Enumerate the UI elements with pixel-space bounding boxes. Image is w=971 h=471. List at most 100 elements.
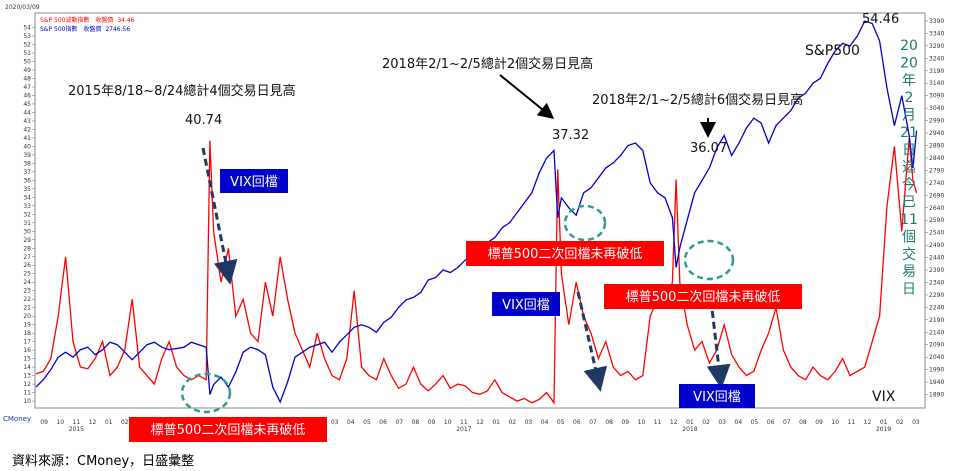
x-tick-label: 09 (815, 419, 823, 426)
left-tick-label: 24 (23, 279, 31, 286)
right-tick-label: 2190 (929, 317, 944, 324)
x-tick-label: 12 (670, 419, 678, 426)
box-vix-pullback-1: VIX回檔 (220, 169, 288, 193)
note-2018a: 2018年2/1~2/5總計2個交易日見高 (382, 56, 593, 72)
right-tick-label: 2340 (929, 279, 944, 286)
left-tick-label: 43 (23, 118, 31, 125)
x-year-label: 2018 (682, 426, 697, 433)
x-tick-label: 03 (525, 419, 533, 426)
right-tick-label: 3140 (929, 80, 944, 87)
left-tick-label: 50 (23, 59, 31, 66)
cmoney-watermark: CMoney (3, 415, 31, 423)
x-tick-label: 05 (363, 419, 371, 426)
x-tick-label: 12 (864, 419, 872, 426)
legend-vix: S&P 500波動指數 收盤價 34.46 (40, 16, 135, 24)
left-tick-label: 33 (23, 203, 31, 210)
x-tick-label: 02 (121, 419, 129, 426)
right-tick-label: 2390 (929, 267, 944, 274)
value-2018b: 36.07 (690, 141, 727, 156)
right-tick-label: 2740 (929, 180, 944, 187)
x-tick-label: 07 (783, 419, 791, 426)
x-tick-label: 06 (573, 419, 581, 426)
left-tick-label: 37 (23, 169, 31, 176)
left-tick-label: 46 (23, 92, 31, 99)
x-tick-label: 11 (654, 419, 662, 426)
x-tick-label: 02 (508, 419, 516, 426)
vix-series-line (35, 137, 918, 405)
legend-vix-name: S&P 500波動指數 (40, 16, 89, 24)
x-tick-label: 07 (395, 419, 403, 426)
left-tick-label: 10 (23, 398, 31, 405)
right-tick-label: 3190 (929, 68, 944, 75)
right-tick-label: 3290 (929, 43, 944, 50)
x-tick-label: 11 (460, 419, 468, 426)
vix-series-label: VIX (872, 389, 896, 405)
box-sp-no-new-low-1-label: 標普500二次回檔未再破低 (151, 422, 306, 438)
plot-frame (34, 12, 926, 409)
x-tick-label: 03 (912, 419, 920, 426)
left-tick-label: 25 (23, 271, 31, 278)
left-tick-label: 15 (23, 356, 31, 363)
right-tick-label: 2490 (929, 242, 944, 249)
x-tick-label: 05 (751, 419, 759, 426)
left-tick-label: 48 (23, 76, 31, 83)
right-tick-label: 3240 (929, 55, 944, 62)
right-tick-label: 3340 (929, 30, 944, 37)
vertical-note-2020: 20 20 年 2 月 21 日迄今已 11 個交易日 (900, 38, 918, 298)
left-tick-label: 34 (23, 194, 31, 201)
left-tick-label: 20 (23, 313, 31, 320)
right-tick-label: 2790 (929, 167, 944, 174)
x-tick-label: 10 (56, 419, 64, 426)
left-tick-label: 11 (23, 390, 31, 397)
right-tick-label: 3090 (929, 93, 944, 100)
box-sp-no-new-low-2: 標普500二次回檔未再破低 (466, 241, 664, 266)
x-tick-label: 02 (896, 419, 904, 426)
x-tick-label: 09 (428, 419, 436, 426)
left-tick-label: 18 (23, 330, 31, 337)
right-tick-label: 2240 (929, 304, 944, 311)
left-tick-label: 52 (23, 42, 31, 49)
right-tick-label: 1990 (929, 367, 944, 374)
note-2018b: 2018年2/1~2/5總計6個交易日見高 (592, 92, 803, 108)
left-tick-label: 38 (23, 160, 31, 167)
box-sp-no-new-low-3-label: 標普500二次回檔未再破低 (626, 289, 781, 305)
left-tick-label: 42 (23, 126, 31, 133)
box-sp-no-new-low-1: 標普500二次回檔未再破低 (129, 417, 327, 442)
x-tick-label: 06 (767, 419, 775, 426)
circle-2018b-low (683, 239, 735, 281)
box-sp-no-new-low-2-label: 標普500二次回檔未再破低 (488, 246, 643, 262)
left-tick-label: 54 (23, 25, 31, 32)
right-tick-label: 2990 (929, 118, 944, 125)
left-tick-label: 30 (23, 228, 31, 235)
left-tick-label: 40 (23, 143, 31, 150)
x-tick-label: 06 (379, 419, 387, 426)
left-tick-label: 35 (23, 186, 31, 193)
x-tick-label: 01 (105, 419, 113, 426)
left-tick-label: 22 (23, 296, 31, 303)
right-tick-label: 1890 (929, 392, 944, 399)
sp500-series-label: S&P500 (805, 43, 860, 59)
legend-vix-label: 收盤價 (95, 16, 113, 24)
value-2018a: 37.32 (552, 128, 589, 143)
circle-2015-low (180, 372, 232, 414)
right-tick-label: 2440 (929, 255, 944, 262)
box-vix-pullback-3-label: VIX回檔 (693, 390, 741, 405)
x-tick-label: 02 (702, 419, 710, 426)
x-tick-label: 08 (412, 419, 420, 426)
x-tick-label: 01 (686, 419, 694, 426)
right-tick-label: 2040 (929, 354, 944, 361)
x-tick-label: 11 (848, 419, 856, 426)
peak-value-2020: 54.46 (862, 12, 899, 27)
date-stamp: 2020/03/09 (5, 4, 40, 11)
x-tick-label: 10 (444, 419, 452, 426)
legend: S&P 500波動指數 收盤價 34.46 S&P 500指數 收盤價 2746… (40, 16, 135, 33)
right-tick-label: 2890 (929, 142, 944, 149)
right-tick-label: 2090 (929, 342, 944, 349)
left-tick-label: 28 (23, 245, 31, 252)
right-tick-label: 2590 (929, 217, 944, 224)
right-tick-label: 2540 (929, 230, 944, 237)
x-tick-label: 04 (347, 419, 355, 426)
arrow-vix-pullback-2018a (576, 291, 608, 392)
